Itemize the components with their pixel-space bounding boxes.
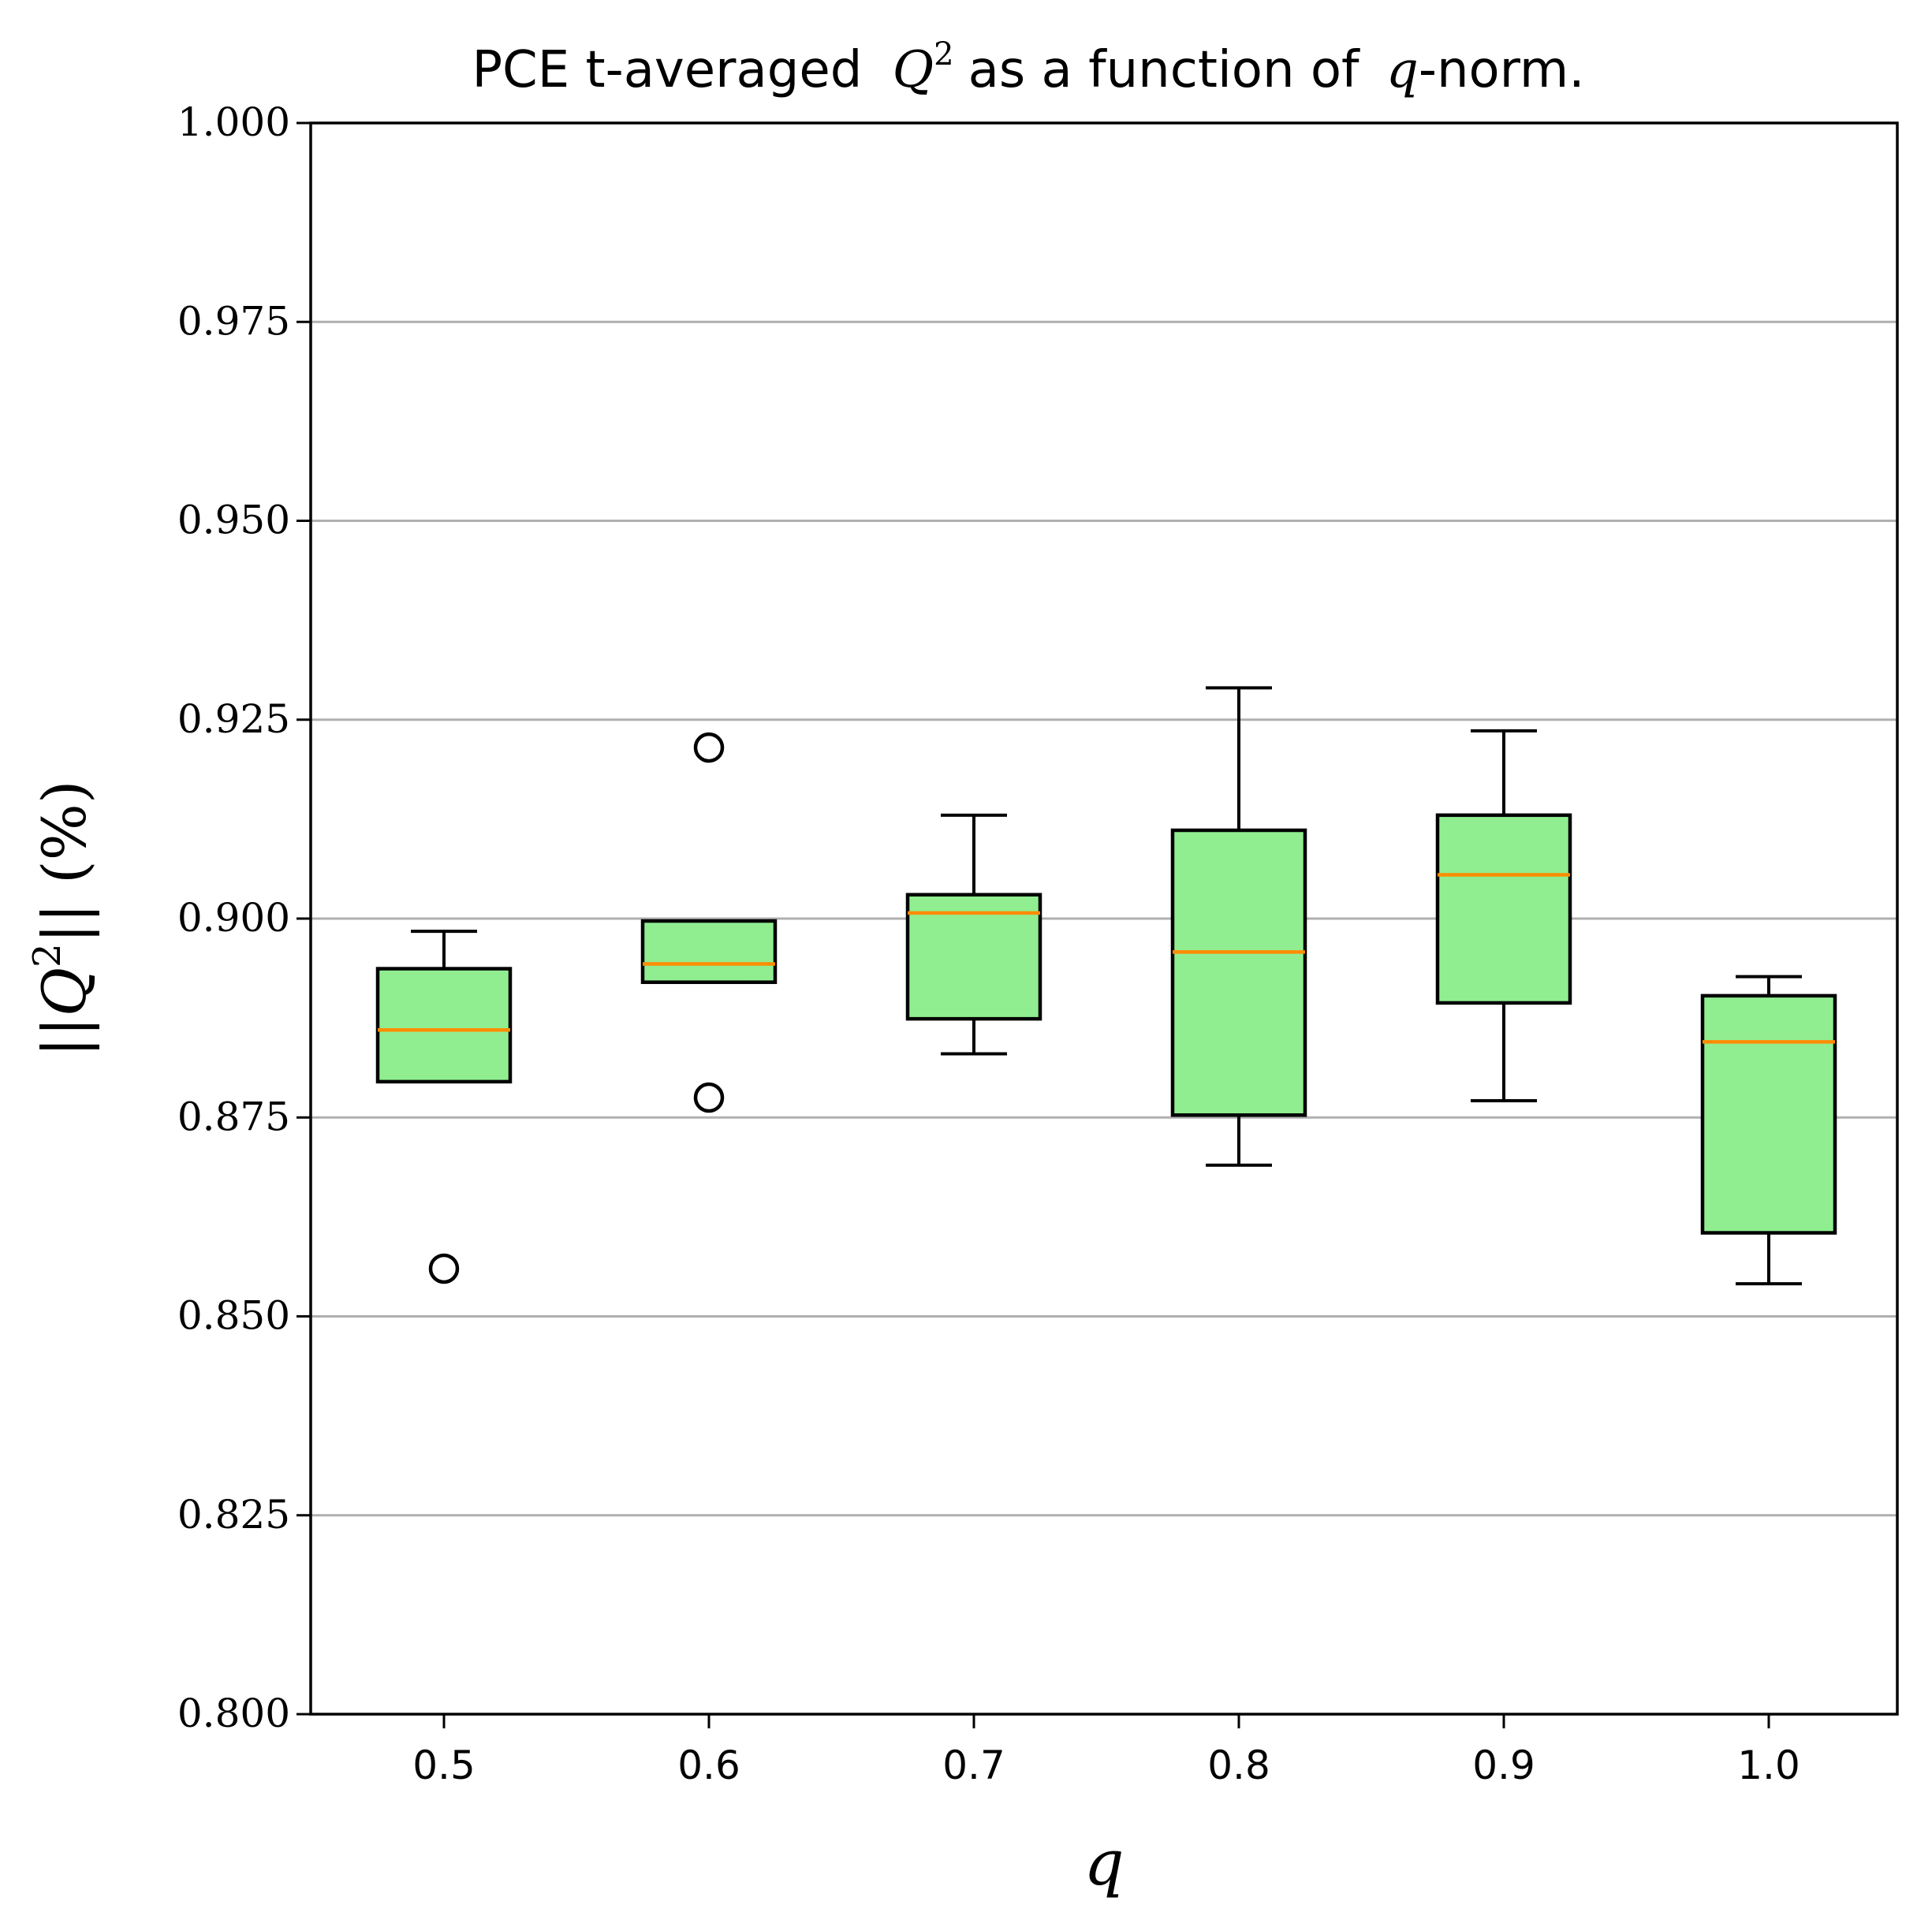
box-group [375, 930, 513, 1284]
box-group [1700, 975, 1837, 1286]
x-tick-label: 0.9 [1472, 1743, 1535, 1788]
y-tick-label: 0.975 [177, 298, 290, 344]
box-group [1170, 686, 1307, 1167]
outlier-point [428, 1253, 460, 1284]
outlier-point [693, 1082, 725, 1113]
y-tick-label: 0.850 [177, 1293, 290, 1339]
box-group [905, 813, 1042, 1056]
iqr-box [1700, 993, 1837, 1235]
x-tick-label: 0.5 [412, 1743, 476, 1788]
x-tick-label: 1.0 [1737, 1743, 1800, 1788]
y-tick-label: 0.900 [177, 895, 290, 941]
iqr-box [375, 967, 513, 1084]
iqr-box [1170, 828, 1307, 1117]
y-tick-label: 0.950 [177, 498, 290, 543]
y-tick-label: 0.925 [177, 696, 290, 742]
box-group [1435, 729, 1572, 1103]
y-tick-label: 0.825 [177, 1492, 290, 1538]
y-axis-label: ||Q2|| (%) [25, 781, 99, 1057]
y-tick-label: 0.800 [177, 1691, 290, 1736]
x-axis-ticks: 0.5 0.6 0.7 0.8 0.9 1.0 [412, 1714, 1800, 1788]
x-tick-label: 0.7 [942, 1743, 1005, 1788]
grid-lines [311, 320, 1897, 1517]
box-series [375, 686, 1837, 1286]
box-group [640, 732, 778, 1113]
y-tick-label: 0.875 [177, 1094, 290, 1139]
iqr-box [640, 919, 778, 984]
outlier-point [693, 732, 725, 763]
x-axis-label: q [1083, 1826, 1124, 1899]
iqr-box [1435, 813, 1572, 1005]
y-axis-ticks: 0.800 0.825 0.850 0.875 0.900 0.925 0.950 0.975… [177, 99, 311, 1736]
x-tick-label: 0.6 [677, 1743, 740, 1788]
iqr-box [905, 893, 1042, 1021]
x-tick-label: 0.8 [1207, 1743, 1270, 1788]
chart-title: PCE t-averaged Q2 as a function of q-norm… [472, 36, 1584, 99]
y-tick-label: 1.000 [177, 99, 290, 145]
